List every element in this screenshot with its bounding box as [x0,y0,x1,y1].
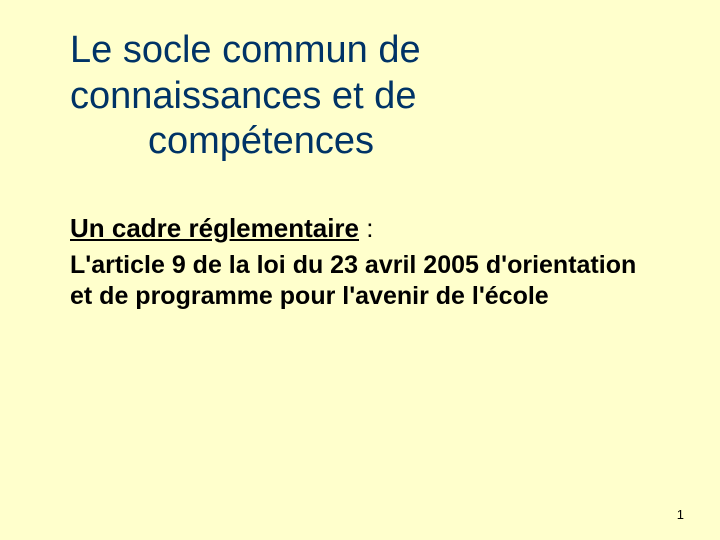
slide-subtitle: Un cadre réglementaire [70,213,359,243]
slide-container: Le socle commun de connaissances et de c… [0,0,720,540]
title-line-3: compétences [70,119,650,165]
subtitle-row: Un cadre réglementaire : [70,213,650,244]
subtitle-colon: : [359,213,373,243]
slide-title: Le socle commun de connaissances et de c… [70,28,650,165]
slide-body-text: L'article 9 de la loi du 23 avril 2005 d… [70,250,650,313]
page-number: 1 [677,507,684,522]
title-line-2: connaissances et de [70,74,650,120]
title-line-1: Le socle commun de [70,29,421,71]
